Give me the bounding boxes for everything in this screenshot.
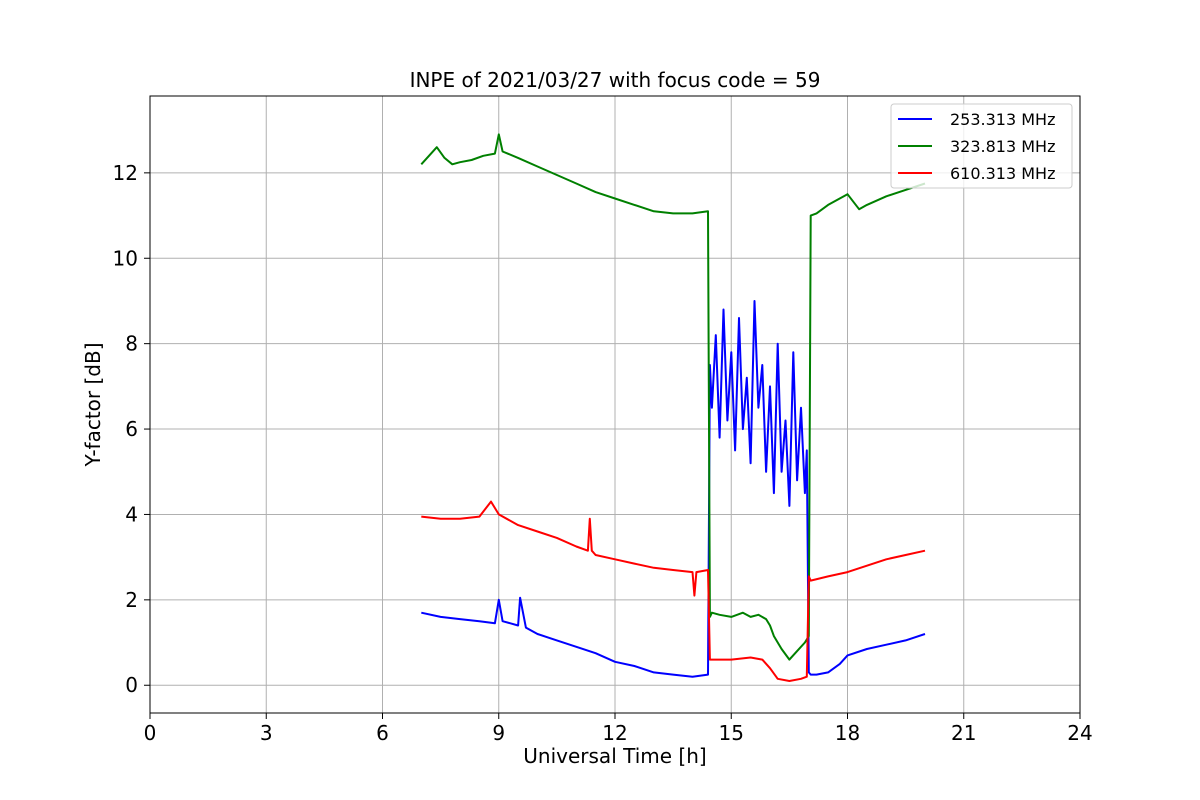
x-axis-label: Universal Time [h] <box>523 744 706 768</box>
y-axis-label: Y-factor [dB] <box>81 342 105 467</box>
series-layer <box>420 133 926 682</box>
legend-label-1: 253.313 MHz <box>950 110 1055 129</box>
series-line-3 <box>421 500 926 682</box>
y-tick-label: 8 <box>125 332 138 356</box>
x-tick-label: 3 <box>260 721 273 745</box>
x-tick-label: 15 <box>719 721 744 745</box>
x-tick-label: 12 <box>602 721 627 745</box>
y-tick-label: 10 <box>113 246 138 270</box>
y-tick-label: 6 <box>125 417 138 441</box>
x-tick-label: 6 <box>376 721 389 745</box>
legend-label-3: 610.313 MHz <box>950 164 1055 183</box>
series-line-1 <box>421 300 926 678</box>
y-tick-label: 0 <box>125 673 138 697</box>
chart-title: INPE of 2021/03/27 with focus code = 59 <box>410 68 821 92</box>
x-tick-label: 9 <box>492 721 505 745</box>
y-tick-label: 4 <box>125 502 138 526</box>
x-tick-label: 21 <box>951 721 976 745</box>
series-line-2 <box>420 133 926 661</box>
y-tick-label: 2 <box>125 588 138 612</box>
legend-box <box>890 103 1073 189</box>
y-tick-label: 12 <box>113 161 138 185</box>
x-tick-label: 24 <box>1067 721 1092 745</box>
legend-label-2: 323.813 MHz <box>950 137 1055 156</box>
legend: 253.313 MHz 323.813 MHz 610.313 MHz <box>890 103 1073 189</box>
x-tick-label: 18 <box>835 721 860 745</box>
x-tick-label: 0 <box>144 721 157 745</box>
